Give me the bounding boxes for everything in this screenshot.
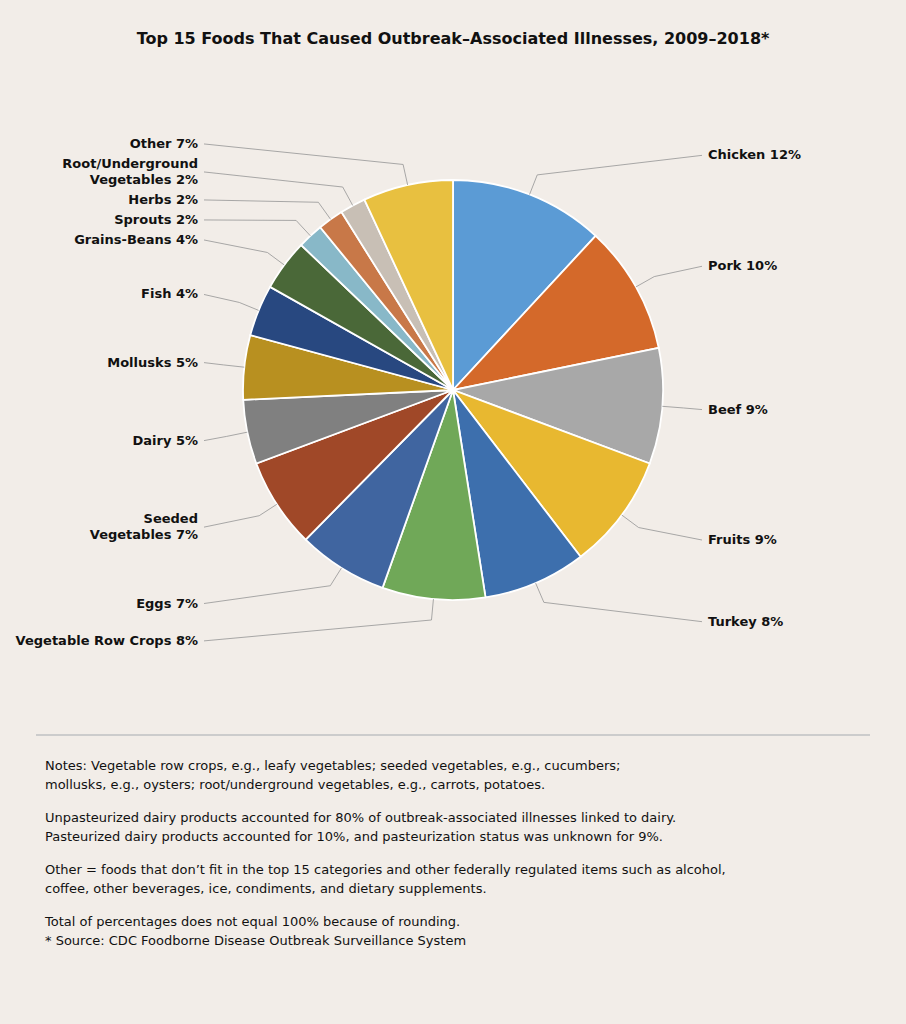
leader-line [204, 599, 433, 641]
slice-label-line: Beef 9% [708, 401, 768, 416]
slice-label: Pork 10% [708, 258, 777, 273]
slice-label: Grains-Beans 4% [74, 231, 198, 246]
slice-label: Eggs 7% [136, 595, 198, 610]
leader-line [536, 583, 702, 622]
slice-label-line: Seeded [144, 511, 198, 526]
leader-line [204, 568, 341, 604]
slice-label-line: Vegetables 2% [90, 171, 198, 186]
slice-label-line: Fruits 9% [708, 532, 777, 547]
slice-label-line: Grains-Beans 4% [74, 231, 198, 246]
slice-label: Root/UndergroundVegetables 2% [62, 155, 198, 186]
note: Other = foods that don’t fit in the top … [45, 862, 726, 877]
leader-line [204, 432, 247, 440]
slice-label-line: Sprouts 2% [114, 211, 198, 226]
slice-label: Mollusks 5% [107, 354, 198, 369]
slice-label-line: Mollusks 5% [107, 354, 198, 369]
slice-label: Herbs 2% [128, 191, 198, 206]
slice-label-line: Other 7% [130, 135, 198, 150]
leader-line [204, 504, 277, 527]
note: Unpasteurized dairy products accounted f… [45, 810, 676, 825]
slice-label-line: Pork 10% [708, 258, 777, 273]
labels: Chicken 12% Pork 10% Beef 9% Fruits 9% Turke… [16, 135, 801, 647]
slice-label: Beef 9% [708, 401, 768, 416]
slices [243, 180, 663, 600]
slice [364, 180, 453, 390]
note: Pasteurized dairy products accounted for… [45, 829, 663, 844]
leader-line [204, 363, 244, 368]
note: Total of percentages does not equal 100%… [44, 914, 460, 929]
leader-line [204, 172, 353, 206]
slice-label-line: Fish 4% [141, 286, 198, 301]
slice-label-line: Vegetable Row Crops 8% [16, 632, 198, 647]
slice-label-line: Chicken 12% [708, 147, 801, 162]
slice-label-line: Vegetables 7% [90, 527, 198, 542]
leader-line [204, 294, 259, 310]
notes: Notes: Vegetable row crops, e.g., leafy … [44, 758, 726, 948]
leader-lines [204, 144, 702, 641]
slice-label: Sprouts 2% [114, 211, 198, 226]
leader-line [204, 144, 408, 185]
divider [36, 734, 870, 736]
title: Top 15 Foods That Caused Outbreak–Associ… [137, 29, 770, 48]
leader-line [636, 266, 702, 287]
slice-label: Other 7% [130, 135, 198, 150]
slice-label-line: Herbs 2% [128, 191, 198, 206]
leader-line [204, 200, 331, 219]
slice-label: Vegetable Row Crops 8% [16, 632, 198, 647]
note: * Source: CDC Foodborne Disease Outbreak… [45, 933, 466, 948]
note: mollusks, e.g., oysters; root/undergroun… [45, 777, 545, 792]
slice [243, 390, 453, 464]
leader-line [204, 220, 310, 236]
slice-label: Chicken 12% [708, 147, 801, 162]
slice-label-line: Dairy 5% [132, 432, 198, 447]
leader-line [204, 240, 284, 265]
pie: Chicken 12% Pork 10% Beef 9% Fruits 9% Turke… [16, 135, 801, 647]
slice-label: Dairy 5% [132, 432, 198, 447]
leader-line [530, 155, 702, 194]
slice-label-line: Root/Underground [62, 155, 198, 170]
slice-label: Fish 4% [141, 286, 198, 301]
slice-label: Turkey 8% [708, 613, 783, 628]
slice-label: Fruits 9% [708, 532, 777, 547]
leader-line [622, 515, 702, 540]
note: coffee, other beverages, ice, condiments… [45, 881, 487, 896]
chart: Top 15 Foods That Caused Outbreak–Associ… [0, 0, 906, 1024]
slice-label-line: Eggs 7% [136, 595, 198, 610]
note: Notes: Vegetable row crops, e.g., leafy … [45, 758, 620, 773]
leader-line [662, 406, 702, 409]
slice-label: SeededVegetables 7% [90, 511, 198, 542]
slice-label-line: Turkey 8% [708, 613, 783, 628]
